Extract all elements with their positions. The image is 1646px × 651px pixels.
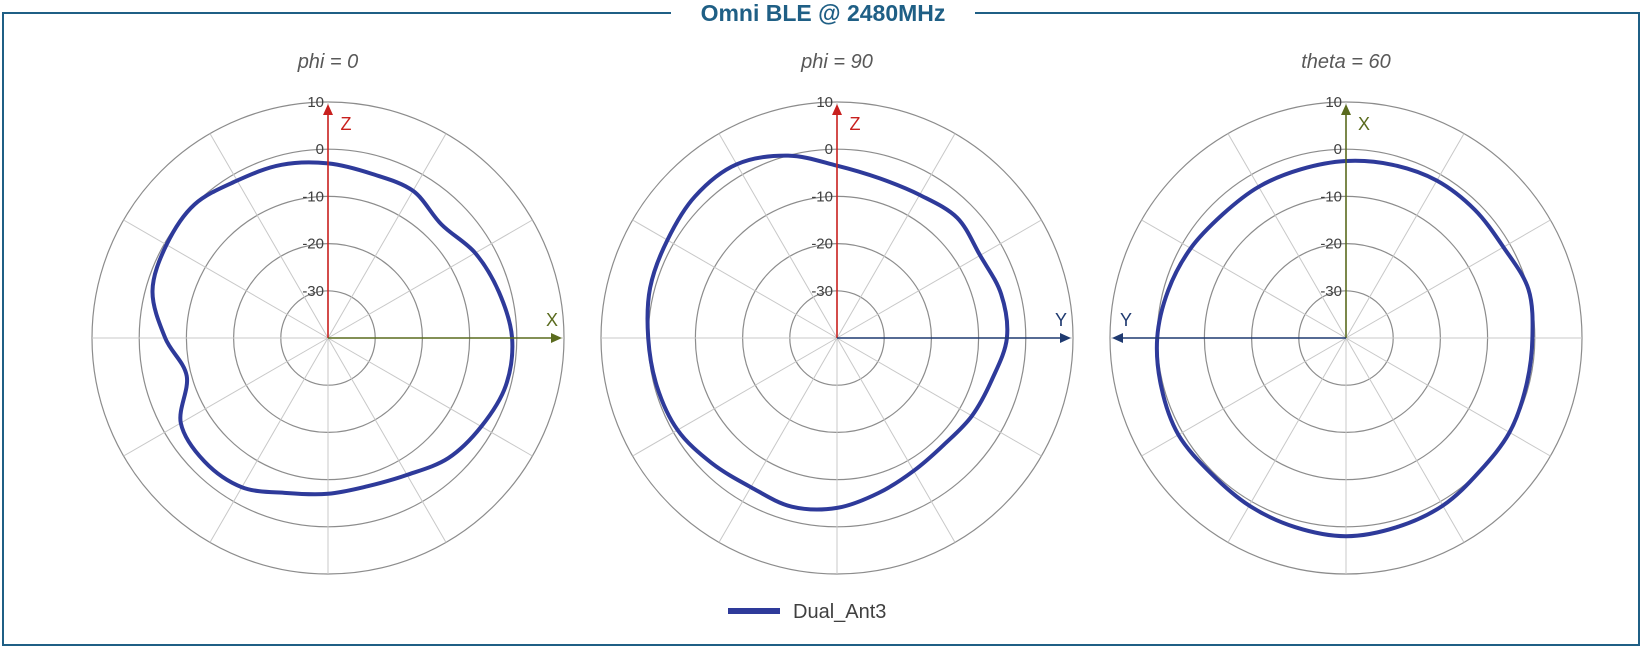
- chart-subtitle: theta = 60: [1301, 51, 1391, 73]
- tick-label: 10: [1325, 94, 1342, 111]
- axis-label-z: Z: [850, 114, 861, 134]
- tick-label: 0: [316, 141, 324, 158]
- grid-spoke: [836, 337, 1042, 457]
- tick-label: -10: [811, 188, 833, 205]
- tick-label: -30: [811, 283, 833, 300]
- grid-spoke: [327, 337, 533, 457]
- grid-spoke: [123, 219, 329, 339]
- polar-chart-0: phi = 0 Z X 10 0 -10 -20 -30: [91, 51, 565, 575]
- grid-spoke: [1345, 337, 1551, 457]
- axis-label-x: X: [546, 310, 558, 330]
- grid-spoke: [1345, 219, 1551, 339]
- series-line-dual-ant3: [645, 153, 1010, 512]
- grid-spoke: [836, 219, 1042, 339]
- tick-label: -10: [1320, 188, 1342, 205]
- grid-spoke: [327, 133, 447, 339]
- axis-label-z: Z: [341, 114, 352, 134]
- series-line-dual-ant3: [1154, 158, 1535, 539]
- axis-arrow-y: [1060, 333, 1071, 343]
- tick-label: -30: [1320, 283, 1342, 300]
- axis-label-y: Y: [1120, 310, 1132, 330]
- grid-spoke: [1141, 219, 1347, 339]
- axis-arrow-x: [1341, 104, 1351, 115]
- chart-subtitle: phi = 0: [297, 51, 359, 73]
- tick-label: 10: [816, 94, 833, 111]
- axis-arrow-y: [1112, 333, 1123, 343]
- grid-spoke: [1345, 337, 1465, 543]
- grid-spoke: [718, 337, 838, 543]
- tick-label: -10: [302, 188, 324, 205]
- grid-spoke: [632, 219, 838, 339]
- axis-label-y: Y: [1055, 310, 1067, 330]
- tick-label: 0: [1334, 141, 1342, 158]
- grid-spoke: [1227, 133, 1347, 339]
- tick-label: -30: [302, 283, 324, 300]
- tick-label: 10: [307, 94, 324, 111]
- grid-spoke: [718, 133, 838, 339]
- legend-label: Dual_Ant3: [793, 601, 886, 623]
- grid-spoke: [1227, 337, 1347, 543]
- axis-arrow-x: [551, 333, 562, 343]
- polar-chart-1: phi = 90 Z Y 10 0 -10 -20 -30: [600, 51, 1074, 575]
- chart-subtitle: phi = 90: [800, 51, 873, 73]
- tick-label: 0: [825, 141, 833, 158]
- grid-spoke: [327, 337, 447, 543]
- series-line-dual-ant3: [150, 160, 515, 497]
- grid-spoke: [836, 133, 956, 339]
- tick-label: -20: [811, 236, 833, 253]
- grid-spoke: [327, 219, 533, 339]
- grid-spoke: [1141, 337, 1347, 457]
- axis-arrow-z: [323, 104, 333, 115]
- grid-spoke: [1345, 133, 1465, 339]
- grid-spoke: [836, 337, 956, 543]
- legend: Dual_Ant3: [728, 601, 886, 623]
- grid-spoke: [209, 133, 329, 339]
- grid-spoke: [123, 337, 329, 457]
- grid-spoke: [209, 337, 329, 543]
- tick-label: -20: [1320, 236, 1342, 253]
- axis-arrow-z: [832, 104, 842, 115]
- axis-label-x: X: [1358, 114, 1370, 134]
- polar-chart-2: theta = 60 X Y 10 0 -10 -20 -30: [1109, 51, 1583, 575]
- tick-label: -20: [302, 236, 324, 253]
- grid-spoke: [632, 337, 838, 457]
